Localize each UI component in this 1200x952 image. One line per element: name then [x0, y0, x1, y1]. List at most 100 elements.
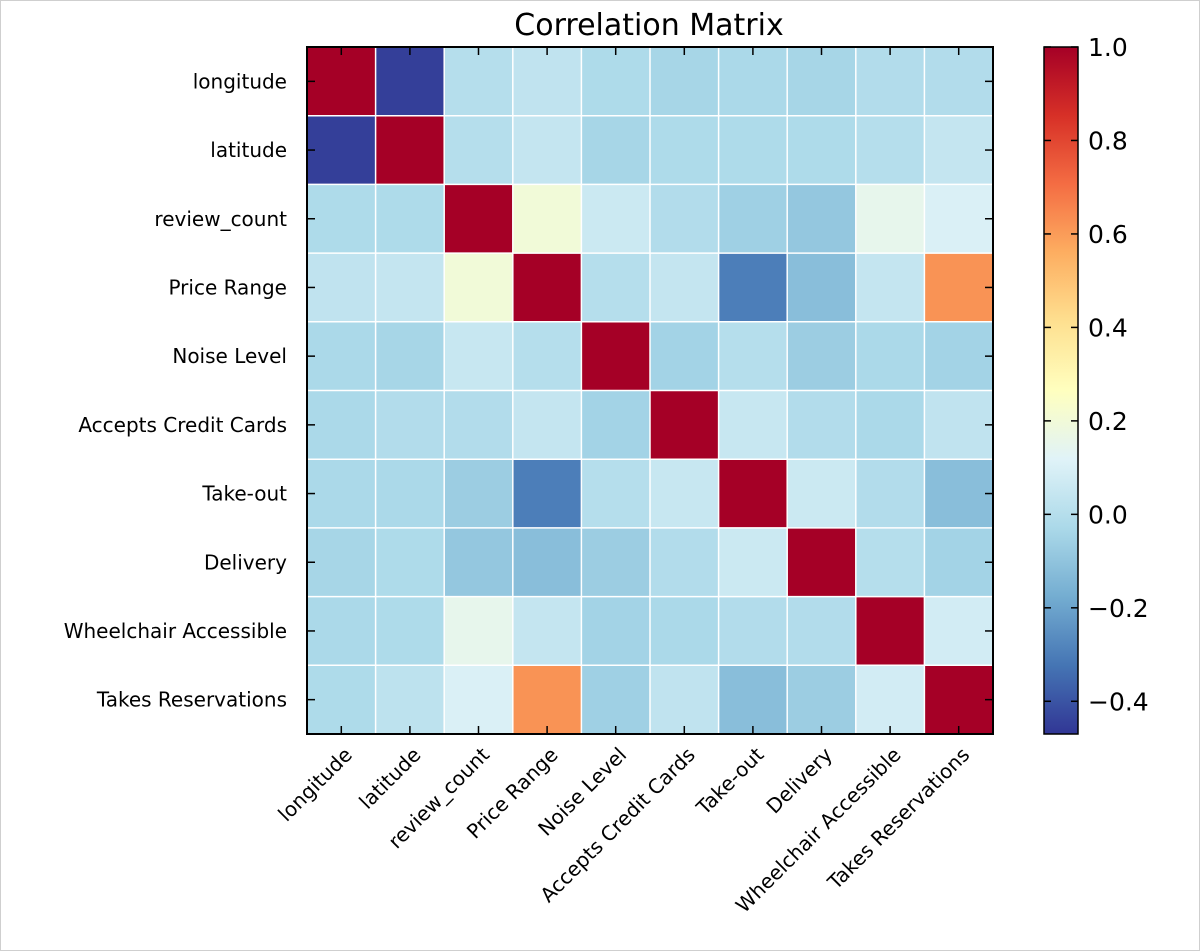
heatmap-cell-longitude-wheelchair-accessible [855, 47, 925, 116]
heatmap-cell-wheelchair-accessible-delivery [787, 596, 856, 666]
heatmap-cell-takes-reservations-noise-level [581, 665, 650, 734]
heatmap-cell-review-count-take-out [718, 184, 788, 254]
heatmap-cell-longitude-takes-reservations [924, 47, 993, 116]
heatmap-cell-review-count-review-count [444, 184, 513, 254]
heatmap-cell-noise-level-review-count [444, 321, 513, 391]
x-tick-label-longitude: longitude [273, 743, 357, 827]
heatmap-cell-accepts-credit-cards-longitude [307, 390, 376, 460]
heatmap-cell-review-count-accepts-credit-cards [650, 184, 719, 254]
heatmap-cell-price-range-delivery [787, 253, 856, 322]
colorbar-tick-label: 0.4 [1088, 313, 1128, 342]
heatmap-cell-noise-level-delivery [787, 321, 856, 391]
y-axis: longitude latitude review_count Price Range… [64, 69, 993, 712]
heatmap-cell-takes-reservations-accepts-credit-cards [650, 665, 719, 734]
heatmap-cell-accepts-credit-cards-review-count [444, 390, 513, 460]
heatmap-cells [307, 47, 993, 734]
heatmap-cell-longitude-longitude [307, 47, 376, 116]
y-tick-label-take-out: Take-out [201, 482, 287, 506]
y-tick-label-price-range: Price Range [168, 275, 287, 299]
y-tick-label-review-count: review_count [154, 207, 287, 231]
heatmap-cell-delivery-latitude [375, 527, 445, 597]
heatmap-cell-wheelchair-accessible-review-count [444, 596, 513, 666]
heatmap-cell-noise-level-wheelchair-accessible [855, 321, 925, 391]
heatmap-cell-delivery-noise-level [581, 527, 650, 597]
heatmap-cell-accepts-credit-cards-latitude [375, 390, 445, 460]
heatmap-cell-accepts-credit-cards-take-out [718, 390, 788, 460]
heatmap-cell-price-range-accepts-credit-cards [650, 253, 719, 322]
heatmap-cell-review-count-takes-reservations [924, 184, 993, 254]
heatmap-cell-accepts-credit-cards-wheelchair-accessible [855, 390, 925, 460]
heatmap-cell-price-range-longitude [307, 253, 376, 322]
heatmap-cell-wheelchair-accessible-latitude [375, 596, 445, 666]
heatmap-cell-review-count-latitude [375, 184, 445, 254]
heatmap-cell-noise-level-noise-level [581, 321, 650, 391]
heatmap-cell-latitude-take-out [718, 115, 788, 185]
heatmap-cell-accepts-credit-cards-noise-level [581, 390, 650, 460]
heatmap-cell-longitude-noise-level [581, 47, 650, 116]
heatmap-cell-takes-reservations-takes-reservations [924, 665, 993, 734]
heatmap-cell-noise-level-price-range [512, 321, 582, 391]
colorbar-tick-label: 0.0 [1088, 500, 1128, 529]
heatmap-cell-noise-level-longitude [307, 321, 376, 391]
heatmap-frame [306, 46, 994, 735]
colorbar-tick-label: −0.4 [1088, 687, 1149, 716]
heatmap-cell-noise-level-latitude [375, 321, 445, 391]
heatmap-cell-latitude-latitude [375, 115, 445, 185]
heatmap-cell-longitude-review-count [444, 47, 513, 116]
heatmap-cell-review-count-wheelchair-accessible [855, 184, 925, 254]
heatmap-cell-review-count-price-range [512, 184, 582, 254]
heatmap-cell-delivery-take-out [718, 527, 788, 597]
heatmap-cell-take-out-noise-level [581, 459, 650, 528]
heatmap-cell-accepts-credit-cards-delivery [787, 390, 856, 460]
heatmap-cell-review-count-delivery [787, 184, 856, 254]
heatmap-cell-accepts-credit-cards-takes-reservations [924, 390, 993, 460]
heatmap-cell-delivery-review-count [444, 527, 513, 597]
heatmap-cell-review-count-noise-level [581, 184, 650, 254]
heatmap-cell-takes-reservations-latitude [375, 665, 445, 734]
heatmap-cell-delivery-wheelchair-accessible [855, 527, 925, 597]
heatmap-cell-latitude-takes-reservations [924, 115, 993, 185]
heatmap-cell-takes-reservations-wheelchair-accessible [855, 665, 925, 734]
y-tick-label-accepts-credit-cards: Accepts Credit Cards [78, 413, 287, 437]
chart-title: Correlation Matrix [514, 8, 783, 43]
heatmap-cell-price-range-price-range [512, 253, 582, 322]
heatmap-cell-delivery-price-range [512, 527, 582, 597]
heatmap-cell-take-out-review-count [444, 459, 513, 528]
heatmap-cell-delivery-delivery [787, 527, 856, 597]
y-tick-label-delivery: Delivery [204, 550, 287, 574]
heatmap-cell-wheelchair-accessible-longitude [307, 596, 376, 666]
heatmap-cell-takes-reservations-price-range [512, 665, 582, 734]
heatmap-cell-latitude-delivery [787, 115, 856, 185]
heatmap-cell-latitude-review-count [444, 115, 513, 185]
heatmap-cell-delivery-longitude [307, 527, 376, 597]
heatmap-cell-noise-level-takes-reservations [924, 321, 993, 391]
heatmap-cell-noise-level-take-out [718, 321, 788, 391]
heatmap-cell-takes-reservations-review-count [444, 665, 513, 734]
heatmap-cell-take-out-price-range [512, 459, 582, 528]
y-tick-label-takes-reservations: Takes Reservations [96, 688, 287, 712]
heatmap-cell-price-range-latitude [375, 253, 445, 322]
heatmap-cell-wheelchair-accessible-takes-reservations [924, 596, 993, 666]
heatmap-cell-accepts-credit-cards-price-range [512, 390, 582, 460]
heatmap-grid [307, 47, 993, 734]
heatmap-cell-latitude-noise-level [581, 115, 650, 185]
heatmap-cell-price-range-take-out [718, 253, 788, 322]
heatmap-cell-noise-level-accepts-credit-cards [650, 321, 719, 391]
heatmap-cell-take-out-delivery [787, 459, 856, 528]
heatmap-cell-price-range-review-count [444, 253, 513, 322]
colorbar-tick-label: 0.2 [1088, 407, 1128, 436]
x-tick-label-latitude: latitude [354, 743, 425, 814]
heatmap-cell-take-out-latitude [375, 459, 445, 528]
x-tick-label-take-out: Take-out [691, 742, 769, 820]
heatmap-cell-longitude-latitude [375, 47, 445, 116]
colorbar-ticks: 1.0 0.8 0.6 0.4 0.2 0.0 −0.2 −0.4 [1044, 33, 1149, 716]
heatmap-cell-longitude-accepts-credit-cards [650, 47, 719, 116]
colorbar [1043, 46, 1079, 735]
y-tick-label-noise-level: Noise Level [172, 344, 287, 368]
heatmap-cell-delivery-accepts-credit-cards [650, 527, 719, 597]
y-tick-label-latitude: latitude [210, 138, 287, 162]
heatmap-cell-price-range-wheelchair-accessible [855, 253, 925, 322]
colorbar-tick-label: 1.0 [1088, 33, 1128, 62]
heatmap-cell-accepts-credit-cards-accepts-credit-cards [650, 390, 719, 460]
